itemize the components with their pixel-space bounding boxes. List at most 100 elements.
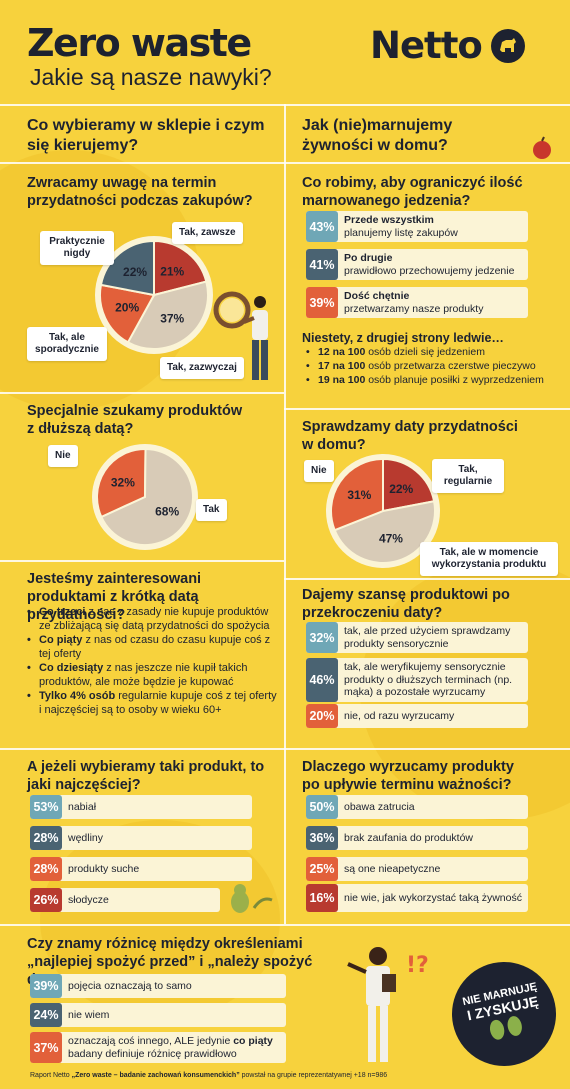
- stat-row: 32% tak, ale przed użyciem sprawdzamy pr…: [306, 622, 528, 653]
- stat-percent: 25%: [306, 857, 338, 881]
- brand-logo: Netto: [370, 24, 526, 67]
- pie-label-regularly: Tak, regularnie: [432, 459, 504, 493]
- stat-percent: 36%: [306, 826, 338, 850]
- stat-label: tak, ale weryfikujemy sensorycznie produ…: [344, 661, 513, 698]
- pie-label-when-using: Tak, ale w momencie wykorzystania produk…: [420, 542, 558, 576]
- stat-percent: 28%: [30, 826, 62, 850]
- leaves-icon: [489, 1016, 522, 1040]
- stat-row: 25% są one nieapetyczne: [306, 857, 528, 881]
- pie-slice: [99, 239, 155, 297]
- right-heading: Jak (nie)marnujemy żywności w domu?: [302, 117, 453, 154]
- stat-percent: 37%: [30, 1032, 62, 1063]
- long-date-pie: 32% 68%: [92, 444, 198, 550]
- stat-percent: 26%: [30, 888, 62, 912]
- expiry-check-title: Zwracamy uwagę na termin przydatności po…: [27, 175, 253, 209]
- pear-icon: [231, 884, 273, 913]
- stat-percent: 16%: [306, 884, 338, 912]
- stat-label: oznaczają coś innego, ALE jedynie co pią…: [68, 1035, 273, 1060]
- expiry-check-pie: 21% 37% 20% 22%: [95, 236, 213, 354]
- stat-row: 28% wędliny: [30, 826, 252, 850]
- divider: [0, 560, 284, 562]
- divider: [0, 392, 284, 394]
- stat-label: pojęcia oznaczają to samo: [68, 979, 192, 992]
- stat-label: produkty suche: [68, 862, 140, 875]
- stat-label: brak zaufania do produktów: [344, 831, 473, 844]
- divider: [284, 408, 570, 410]
- apple-icon: [533, 136, 551, 159]
- list-item: 19 na 100 osób planuje posiłki z wyprzed…: [306, 374, 556, 387]
- stat-row: 24% nie wiem: [30, 1003, 286, 1027]
- stat-row: 20% nie, od razu wyrzucamy: [306, 704, 528, 728]
- divider: [0, 162, 284, 164]
- pie-value-label: 68%: [155, 504, 179, 518]
- list-item: Co dziesiąty z nas jeszcze nie kupił tak…: [27, 662, 277, 689]
- pie-label-no: Nie: [48, 445, 78, 467]
- pie-label-always: Tak, zawsze: [172, 222, 243, 244]
- pie-slice: [382, 457, 436, 513]
- reduce-subtitle: Niestety, z drugiej strony ledwie…: [302, 331, 504, 345]
- stat-percent: 43%: [306, 211, 338, 242]
- pie-slice: [126, 280, 209, 350]
- person-magnifier-illustration: [213, 291, 268, 380]
- stat-row: 41% Po drugie prawidłowo przechowujemy je…: [306, 249, 528, 280]
- stat-row: 37% oznaczają coś innego, ALE jedynie co…: [30, 1032, 286, 1063]
- pie-label-usually: Tak, zazwyczaj: [160, 357, 244, 379]
- footer-note: Raport Netto „Zero waste – badanie zacho…: [30, 1072, 388, 1079]
- stat-row: 53% nabiał: [30, 795, 252, 819]
- pie-label-never: Praktycznie nigdy: [40, 231, 114, 265]
- stat-row: 43% Przede wszystkim planujemy listę zaku…: [306, 211, 528, 242]
- stat-percent: 39%: [306, 287, 338, 318]
- pie-slice: [99, 283, 156, 344]
- pie-value-label: 21%: [160, 265, 184, 279]
- stat-label: słodycze: [68, 893, 109, 906]
- stat-percent: 20%: [306, 704, 338, 728]
- pie-value-label: 37%: [160, 311, 184, 325]
- stat-percent: 39%: [30, 974, 62, 998]
- pie-value-label: 22%: [389, 482, 413, 496]
- stat-percent: 41%: [306, 249, 338, 280]
- page-title: Zero waste: [27, 21, 252, 65]
- divider: [284, 748, 570, 750]
- column-divider: [284, 104, 286, 924]
- divider: [0, 748, 284, 750]
- stat-row: 39% Dość chętnie przetwarzamy nasze produ…: [306, 287, 528, 318]
- stat-label: nie wiem: [68, 1008, 110, 1021]
- pie-value-label: 32%: [111, 476, 135, 490]
- stat-row: 26% słodycze: [30, 888, 220, 912]
- stat-percent: 53%: [30, 795, 62, 819]
- stat-row: 39% pojęcia oznaczają to samo: [30, 974, 286, 998]
- list-item: Co piąty z nas od czasu do czasu kupuje …: [27, 634, 277, 661]
- pie-value-label: 47%: [379, 531, 403, 545]
- second-chance-title: Dajemy szansę produktowi po przekroczeni…: [302, 587, 510, 621]
- pie-value-label: 31%: [347, 488, 371, 502]
- scottie-dog-icon: [490, 28, 525, 63]
- stat-percent: 32%: [306, 622, 338, 653]
- stat-row: 50% obawa zatrucia: [306, 795, 528, 819]
- pie-slice: [330, 457, 384, 532]
- pie-slice: [153, 239, 208, 297]
- stat-label: Dość chętnie przetwarzamy nasze produkty: [344, 290, 484, 315]
- home-check-title: Sprawdzamy daty przydatności w domu?: [302, 419, 518, 453]
- stat-row: 16% nie wie, jak wykorzystać taką żywnoś…: [306, 884, 528, 912]
- pie-slice: [100, 447, 194, 546]
- stat-label: Po drugie prawidłowo przechowujemy jedzen…: [344, 252, 515, 277]
- stat-label: tak, ale przed użyciem sprawdzamy produk…: [344, 625, 511, 650]
- stat-percent: 50%: [306, 795, 338, 819]
- pie-slice: [96, 448, 147, 519]
- products-title: A jeżeli wybieramy taki produkt, to jaki…: [27, 759, 265, 793]
- stat-percent: 46%: [306, 658, 338, 702]
- stat-percent: 28%: [30, 857, 62, 881]
- home-check-pie: 22% 47% 31%: [326, 454, 440, 568]
- long-date-title: Specjalnie szukamy produktów z dłuższą d…: [27, 403, 243, 437]
- page-subtitle: Jakie są nasze nawyki?: [30, 64, 272, 90]
- divider: [284, 162, 570, 164]
- short-date-list: Co trzeci z nas z zasady nie kupuje prod…: [27, 606, 277, 718]
- stat-percent: 24%: [30, 1003, 62, 1027]
- reduce-title: Co robimy, aby ograniczyć ilość marnowan…: [302, 175, 523, 209]
- brand-name: Netto: [370, 24, 483, 67]
- stat-row: 36% brak zaufania do produktów: [306, 826, 528, 850]
- pie-label-yes: Tak: [196, 499, 227, 521]
- svg-text:!?: !?: [406, 953, 429, 978]
- pie-value-label: 22%: [123, 265, 147, 279]
- pie-value-label: 20%: [115, 301, 139, 315]
